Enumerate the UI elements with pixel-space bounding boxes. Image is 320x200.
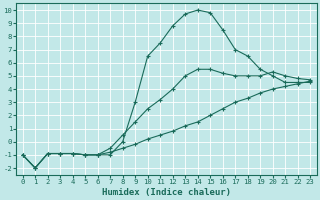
- X-axis label: Humidex (Indice chaleur): Humidex (Indice chaleur): [102, 188, 231, 197]
